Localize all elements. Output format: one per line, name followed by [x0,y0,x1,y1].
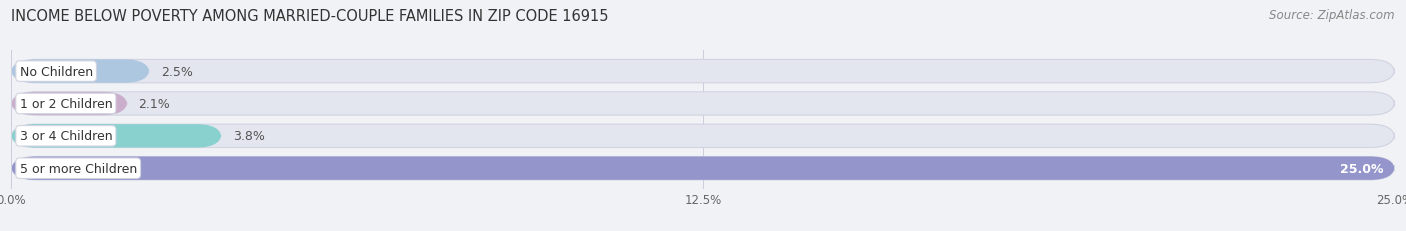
Text: 2.1%: 2.1% [139,97,170,110]
FancyBboxPatch shape [11,60,1395,83]
FancyBboxPatch shape [11,60,149,83]
Text: Source: ZipAtlas.com: Source: ZipAtlas.com [1270,9,1395,22]
Text: 1 or 2 Children: 1 or 2 Children [20,97,112,110]
FancyBboxPatch shape [11,92,128,116]
FancyBboxPatch shape [11,157,1395,180]
Text: 3 or 4 Children: 3 or 4 Children [20,130,112,143]
Text: 3.8%: 3.8% [232,130,264,143]
FancyBboxPatch shape [11,157,1395,180]
Text: No Children: No Children [20,65,93,78]
FancyBboxPatch shape [11,92,1395,116]
Text: INCOME BELOW POVERTY AMONG MARRIED-COUPLE FAMILIES IN ZIP CODE 16915: INCOME BELOW POVERTY AMONG MARRIED-COUPL… [11,9,609,24]
FancyBboxPatch shape [11,125,222,148]
Text: 2.5%: 2.5% [160,65,193,78]
FancyBboxPatch shape [11,125,1395,148]
Text: 5 or more Children: 5 or more Children [20,162,136,175]
Text: 25.0%: 25.0% [1340,162,1384,175]
